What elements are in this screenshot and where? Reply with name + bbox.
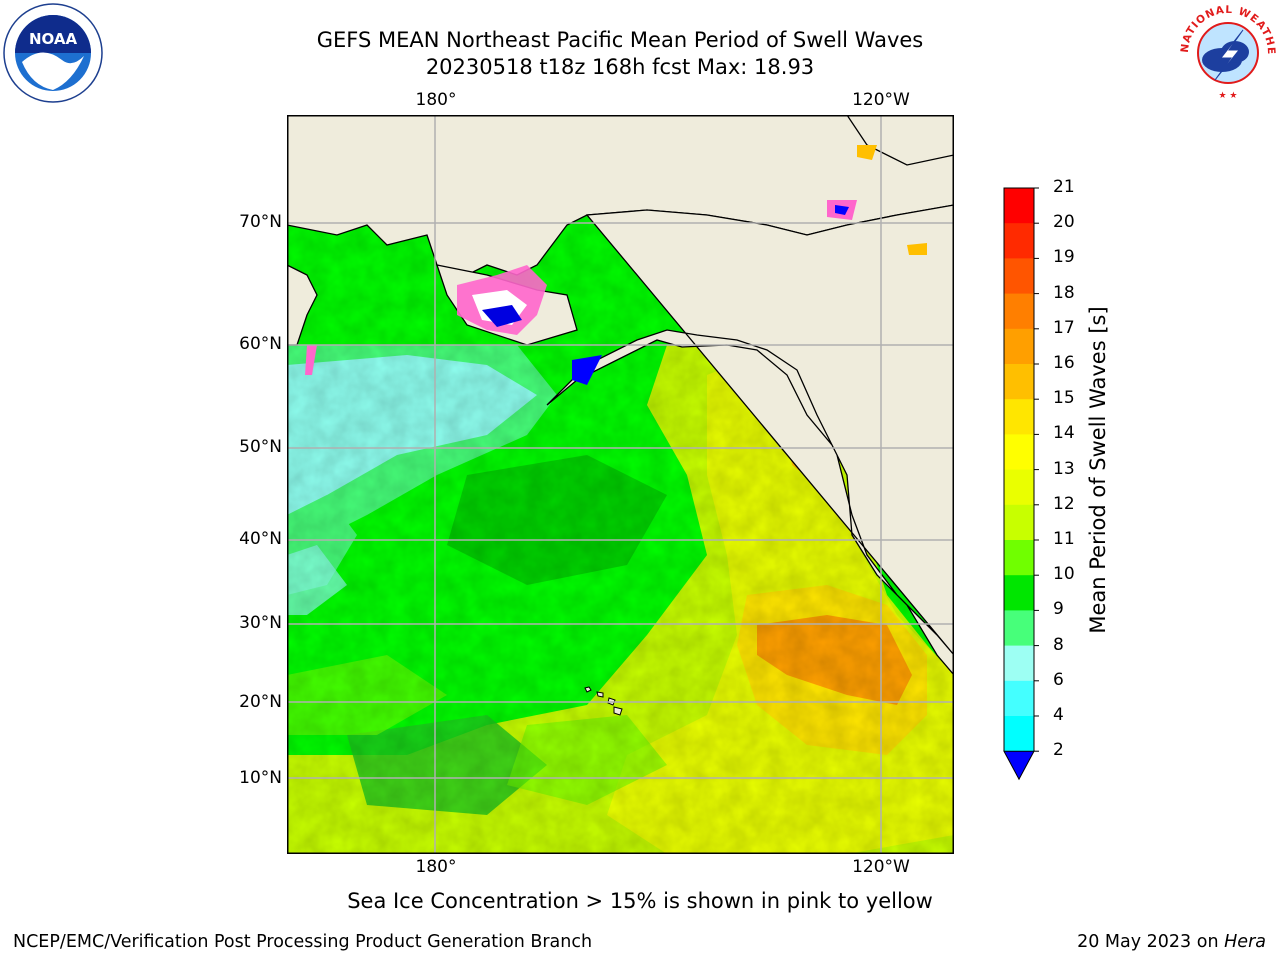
lon-label-top-120w: 120°W <box>852 90 910 110</box>
colorbar-tick-label: 15 <box>1053 388 1075 409</box>
colorbar-tick-label: 21 <box>1053 177 1075 197</box>
colorbar-band <box>1004 680 1034 717</box>
colorbar-tick-label: 14 <box>1053 423 1075 444</box>
colorbar-band <box>1004 399 1034 435</box>
lon-label-top-180: 180° <box>415 90 457 110</box>
colorbar-band <box>1004 716 1034 752</box>
hawaii-islands <box>584 686 623 716</box>
lon-label-bottom-180: 180° <box>415 857 457 877</box>
colorbar-tick-label: 18 <box>1053 282 1075 303</box>
nws-logo-icon: NATIONAL WEATHER SERVICE ★ ★ <box>1177 2 1277 102</box>
colorbar-tick-label: 6 <box>1053 669 1064 690</box>
date-text: 20 May 2023 on <box>1077 932 1219 952</box>
colorbar-band <box>1004 469 1034 506</box>
lat-label-20n: 20°N <box>239 692 282 712</box>
colorbar-tick-label: 12 <box>1053 493 1075 514</box>
colorbar-extend-arrow <box>1003 750 1035 781</box>
lat-label-50n: 50°N <box>239 437 282 457</box>
colorbar-tick-label: 8 <box>1053 634 1064 655</box>
colorbar-band <box>1004 328 1034 365</box>
colorbar-band <box>1004 645 1034 682</box>
colorbar-band <box>1004 188 1034 224</box>
colorbar-tick-label: 13 <box>1053 458 1075 479</box>
lat-label-30n: 30°N <box>239 613 282 633</box>
chart-title: GEFS MEAN Northeast Pacific Mean Period … <box>316 28 924 52</box>
credit-branch: NCEP/EMC/Verification Post Processing Pr… <box>13 932 593 952</box>
colorbar-tick-label: 11 <box>1053 529 1075 549</box>
colorbar-band <box>1004 293 1034 330</box>
lat-label-70n: 70°N <box>239 212 282 232</box>
colorbar <box>1003 187 1039 781</box>
colorbar-tick-label: 16 <box>1053 353 1075 373</box>
svg-text:NOAA: NOAA <box>29 30 78 48</box>
land-north-america <box>546 204 954 677</box>
colorbar-tick-label: 19 <box>1053 247 1075 268</box>
colorbar-band <box>1004 610 1034 647</box>
sea-ice-low-period <box>482 305 522 327</box>
lat-label-40n: 40°N <box>239 529 282 549</box>
colorbar-tick-label: 10 <box>1053 564 1075 585</box>
colorbar-tick-label: 17 <box>1053 317 1075 338</box>
lat-label-10n: 10°N <box>239 768 282 788</box>
chart-subtitle: 20230518 t18z 168h fcst Max: 18.93 <box>425 55 815 79</box>
machine-name: Hera <box>1224 932 1266 952</box>
colorbar-tick-label: 9 <box>1053 599 1064 620</box>
colorbar-band <box>1004 258 1034 295</box>
colorbar-band <box>1004 223 1034 259</box>
colorbar-tick-label: 2 <box>1053 740 1064 761</box>
colorbar-band <box>1004 434 1034 471</box>
lat-label-60n: 60°N <box>239 334 282 354</box>
colorbar-title: Mean Period of Swell Waves [s] <box>1086 306 1110 634</box>
svg-text:★ ★: ★ ★ <box>1219 91 1238 101</box>
sea-ice-footnote: Sea Ice Concentration > 15% is shown in … <box>347 889 933 913</box>
map-panel <box>287 115 954 854</box>
colorbar-band <box>1004 575 1034 611</box>
colorbar-tick-label: 20 <box>1053 212 1075 233</box>
noaa-logo-icon: NOAA <box>3 3 103 103</box>
colorbar-band <box>1004 364 1034 400</box>
colorbar-band <box>1004 540 1034 576</box>
lon-label-bottom-120w: 120°W <box>852 857 910 877</box>
credit-date: 20 May 2023 on Hera <box>1077 932 1266 952</box>
colorbar-band <box>1004 504 1034 541</box>
colorbar-tick-label: 4 <box>1053 705 1064 725</box>
